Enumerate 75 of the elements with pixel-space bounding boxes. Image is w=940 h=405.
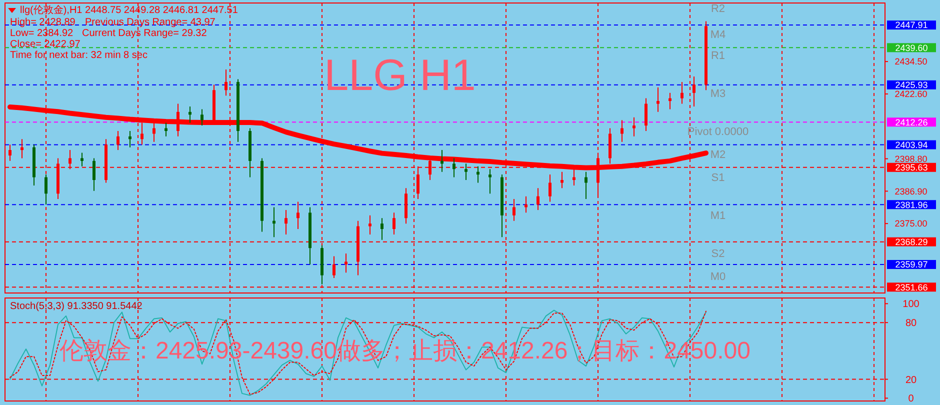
candlestick (296, 201, 300, 230)
ref-line-label: 2368.29 (895, 236, 928, 247)
candlestick (332, 256, 336, 279)
chart-title: Stoch(5,3,3) 91.3350 91.5442 (10, 301, 143, 312)
annotation: S2 (711, 248, 725, 260)
y-tick-label: 0 (908, 394, 914, 405)
candlestick (368, 214, 372, 235)
ref-line-label: 2412.26 (895, 117, 928, 128)
annotation: Current Days Range= 29.32 (82, 28, 208, 39)
annotation: M1 (710, 210, 726, 222)
ref-line-label: 2447.91 (895, 20, 928, 30)
candlestick (692, 76, 696, 107)
candlestick (200, 108, 204, 126)
candlestick (8, 144, 12, 162)
annotation: R2 (710, 2, 726, 15)
ref-line-label: 2381.96 (895, 200, 928, 210)
candlestick (344, 253, 348, 274)
candlestick (284, 209, 288, 235)
y-tick-label: 2422.60 (894, 89, 928, 100)
annotation: High= 2428.89 (10, 17, 76, 28)
y-tick-label: 2375.00 (894, 218, 928, 229)
candlestick (452, 158, 456, 178)
ref-line-label: 2351.66 (895, 282, 928, 292)
candlestick (20, 138, 24, 159)
candlestick (392, 212, 396, 235)
candlestick (632, 116, 636, 137)
annotation: M0 (710, 270, 726, 283)
y-tick-label: 2398.80 (894, 154, 928, 164)
y-tick-label: 80 (905, 318, 917, 330)
candlestick (512, 198, 516, 222)
candlestick (140, 122, 144, 146)
y-tick-label: 2386.90 (894, 186, 928, 196)
annotation: S1 (711, 172, 725, 184)
text: LLG H1 (324, 51, 476, 100)
ref-line-label: 2395.63 (895, 162, 928, 173)
y-tick-label: 100 (902, 299, 920, 310)
candlestick (188, 106, 192, 124)
candlestick (92, 158, 96, 192)
candlestick (224, 68, 228, 96)
candlestick (524, 196, 528, 214)
candlestick (44, 174, 48, 205)
annotation: M2 (710, 148, 726, 161)
annotation: M3 (710, 88, 726, 100)
y-tick-label: 20 (905, 374, 917, 386)
candlestick (644, 98, 648, 132)
candlestick (464, 163, 468, 180)
annotation: Low= 2384.92 (10, 28, 74, 39)
candlestick (128, 130, 132, 148)
candlestick (440, 150, 444, 172)
ref-line-label: 2359.97 (895, 260, 928, 270)
candlestick (116, 130, 120, 151)
candlestick (380, 218, 384, 240)
annotation: M4 (710, 28, 726, 41)
candlestick (620, 120, 624, 142)
candlestick (80, 152, 84, 167)
candlestick (548, 174, 552, 202)
annotation: Time for next bar: 32 min 8 sec (10, 50, 148, 61)
candlestick (272, 206, 276, 238)
candlestick (152, 122, 156, 142)
candlestick (668, 92, 672, 110)
candlestick (656, 86, 660, 112)
ref-line-label: 2425.93 (895, 80, 928, 90)
candlestick (680, 81, 684, 104)
y-tick-label: 2434.50 (894, 56, 928, 67)
annotation: Close= 2422.97 (10, 39, 81, 50)
annotation: Pivot 0.0000 (687, 126, 749, 138)
ref-line-label: 2403.94 (895, 140, 928, 150)
candlestick (560, 171, 564, 189)
candlestick (536, 188, 540, 210)
candlestick (476, 166, 480, 184)
ref-line-label: 2439.60 (895, 42, 928, 53)
candlestick (584, 171, 588, 200)
candlestick (488, 168, 492, 194)
annotation: R1 (710, 50, 726, 62)
candlestick (164, 122, 168, 137)
